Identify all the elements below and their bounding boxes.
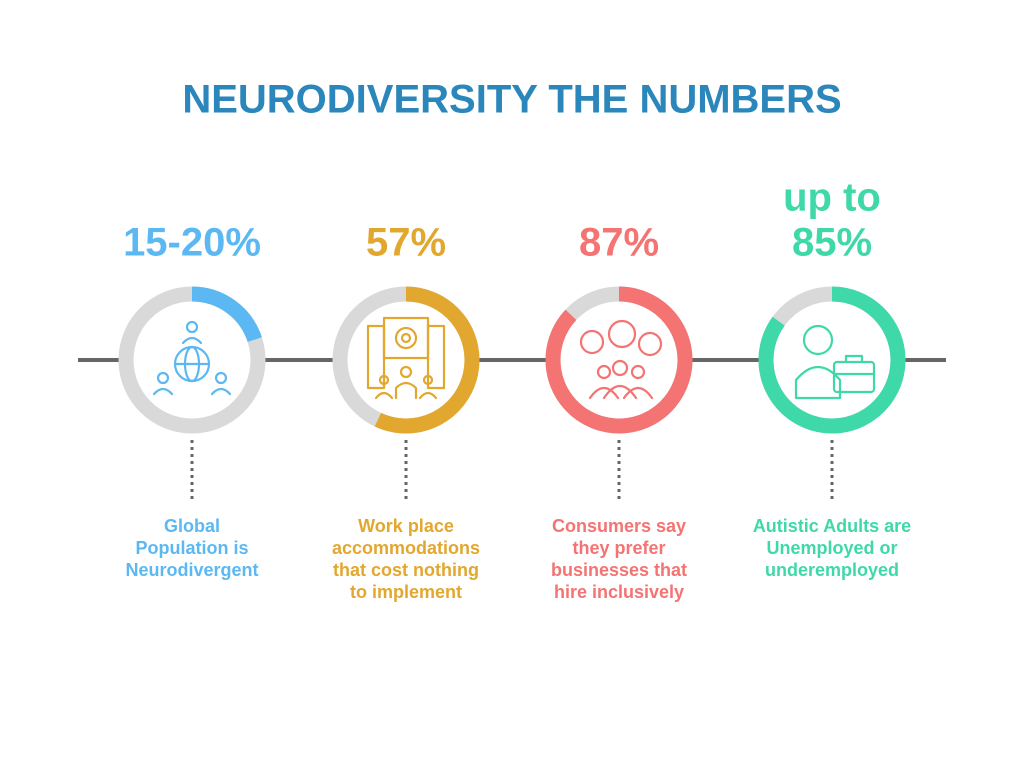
description: Consumers say: [552, 516, 686, 536]
ring-background: [333, 287, 479, 433]
description: that cost nothing: [333, 560, 479, 580]
description: Neurodivergent: [125, 560, 258, 580]
value-label: up to: [783, 176, 881, 220]
description: underemployed: [765, 560, 899, 580]
value-label: 57%: [366, 221, 446, 265]
value-label: 87%: [579, 221, 659, 265]
description: they prefer: [572, 538, 665, 558]
description: Global: [164, 516, 220, 536]
icons: [152, 316, 876, 400]
description: hire inclusively: [554, 582, 684, 602]
description: businesses that: [551, 560, 687, 580]
globe-icon: [152, 320, 232, 396]
description: Population is: [135, 538, 248, 558]
description: Autistic Adults are: [753, 516, 911, 536]
ring-arc: [545, 286, 693, 434]
worker-icon: [794, 324, 876, 400]
ring-arc: [758, 286, 906, 434]
value-label: 85%: [792, 221, 872, 265]
description: Unemployed or: [766, 538, 897, 558]
description: accommodations: [332, 538, 480, 558]
ring-background: [119, 287, 265, 433]
description: Work place: [358, 516, 454, 536]
title: NEURODIVERSITY THE NUMBERS: [182, 78, 841, 122]
ring-arc: [191, 286, 262, 343]
value-label: 15-20%: [123, 221, 261, 265]
consumers-icon: [579, 319, 663, 400]
ring-arc: [374, 286, 480, 434]
description: to implement: [350, 582, 462, 602]
office-icon: [366, 316, 446, 400]
